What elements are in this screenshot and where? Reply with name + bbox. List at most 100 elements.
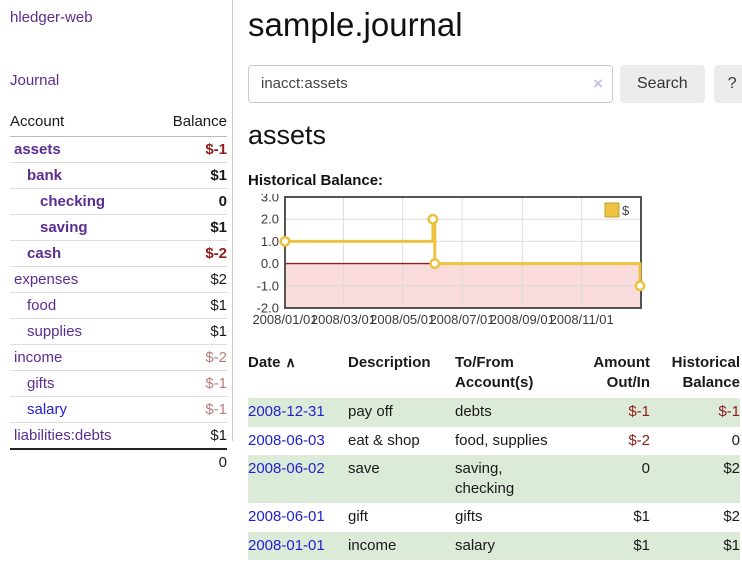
account-link-supplies[interactable]: supplies: [27, 323, 83, 340]
account-link-gifts[interactable]: gifts: [27, 375, 55, 392]
account-link-food[interactable]: food: [27, 297, 57, 314]
account-link-liabilities-debts[interactable]: liabilities:debts: [14, 427, 112, 444]
register-table: Date ∧ Description To/From Account(s) Amo…: [248, 351, 740, 560]
svg-text:2008/11/01: 2008/11/01: [550, 312, 614, 327]
svg-text:-2.0: -2.0: [257, 300, 279, 315]
date-column-header: Date ∧: [248, 353, 296, 371]
search-button[interactable]: Search: [620, 64, 705, 103]
account-link-salary[interactable]: salary: [27, 401, 68, 418]
account-link-bank[interactable]: bank: [27, 167, 63, 184]
description-column-header: Description: [348, 353, 431, 371]
accounts-table-header: Account Balance: [10, 110, 227, 137]
register-row: 2008-12-31 pay off debts $-1 $-1: [248, 398, 740, 427]
main-content: sample.journal × Search ? assets Histori…: [233, 0, 742, 560]
amount-column-header: Amount Out/In: [593, 353, 650, 392]
accounts-table: Account Balance assets $-1 bank $1 check…: [10, 110, 227, 475]
account-balance: $-2: [151, 344, 227, 371]
transaction-description: income: [348, 531, 455, 560]
sidebar-item-journal[interactable]: Journal: [10, 72, 60, 89]
data-point-markers: [279, 213, 646, 292]
sort-asc-icon: ∧: [285, 353, 296, 370]
register-row: 2008-06-03 eat & shop food, supplies $-2…: [248, 427, 740, 455]
transaction-date-link[interactable]: 2008-06-01: [248, 508, 325, 526]
y-axis-labels: 3.0 2.0 1.0 0.0 -1.0 -2.0: [257, 194, 279, 316]
data-point-marker: [279, 235, 291, 247]
transaction-description: gift: [348, 508, 369, 526]
x-axis-labels: 2008/01/01 2008/03/01 2008/05/01 2008/07…: [252, 312, 613, 327]
account-row: gifts $-1: [10, 370, 227, 397]
account-row: checking 0: [10, 188, 227, 215]
transaction-date-link[interactable]: 2008-01-01: [248, 536, 325, 554]
balance-chart: $ 3.0 2.0 1.0 0.0 -1.0 -2.0 2008/01/01 2…: [248, 194, 742, 334]
chart-title: Historical Balance:: [248, 171, 384, 189]
account-balance: 0: [151, 188, 227, 215]
account-row: expenses $2: [10, 266, 227, 293]
negative-region: [286, 263, 640, 307]
register-row: 2008-01-01 income salary $1 $1: [248, 531, 740, 560]
transaction-date-link[interactable]: 2008-06-03: [248, 431, 325, 449]
transaction-description: eat & shop: [348, 431, 420, 449]
accounts-total-value: 0: [151, 448, 227, 475]
svg-text:2008/01/01: 2008/01/01: [252, 312, 317, 327]
transaction-amount: $-2: [628, 431, 650, 449]
transaction-accounts: debts: [455, 398, 578, 427]
svg-text:2008/03/01: 2008/03/01: [311, 312, 376, 327]
account-link-expenses[interactable]: expenses: [14, 271, 79, 288]
transaction-accounts: food, supplies: [455, 431, 548, 449]
svg-text:3.0: 3.0: [261, 194, 279, 205]
account-balance: $1: [151, 214, 227, 241]
legend-swatch: [604, 202, 620, 218]
account-balance: $-1: [151, 370, 227, 397]
account-row: saving $1: [10, 214, 227, 241]
account-balance: $-1: [151, 136, 227, 163]
transaction-amount: $1: [578, 531, 650, 560]
account-link-assets[interactable]: assets: [14, 141, 61, 158]
sidebar: hledger-web Journal Account Balance asse…: [0, 0, 232, 475]
accounts-total-row: 0: [10, 448, 227, 475]
register-row: 2008-06-02 save saving, checking 0 $2: [248, 454, 740, 504]
register-header-row: Date ∧ Description To/From Account(s) Amo…: [248, 351, 740, 399]
data-point-marker: [634, 280, 646, 292]
svg-text:-1.0: -1.0: [257, 278, 279, 293]
transaction-accounts: saving, checking: [455, 454, 578, 504]
svg-text:0.0: 0.0: [261, 256, 279, 271]
svg-text:2008/07/01: 2008/07/01: [429, 312, 494, 327]
help-button[interactable]: ?: [713, 64, 742, 103]
svg-text:2.0: 2.0: [261, 212, 279, 227]
account-row: income $-2: [10, 344, 227, 371]
search-form: × Search ?: [248, 64, 742, 103]
transaction-description: pay off: [348, 398, 455, 427]
register-row: 2008-06-01 gift gifts $1 $2: [248, 503, 740, 531]
account-row: supplies $1: [10, 318, 227, 345]
account-balance: $1: [151, 422, 227, 450]
account-row: liabilities:debts $1: [10, 422, 227, 450]
clear-search-icon[interactable]: ×: [593, 73, 603, 93]
transaction-balance: $2: [650, 454, 740, 504]
transaction-date-link[interactable]: 2008-12-31: [248, 403, 325, 421]
transaction-balance: $2: [723, 508, 740, 526]
account-link-income[interactable]: income: [14, 349, 63, 366]
transaction-accounts: gifts: [455, 508, 483, 526]
account-balance: $-1: [151, 396, 227, 423]
data-point-marker: [429, 258, 441, 269]
transaction-date-link[interactable]: 2008-06-02: [248, 459, 325, 477]
transaction-amount: $1: [633, 508, 650, 526]
transaction-accounts: salary: [455, 531, 578, 560]
legend-label: $: [622, 203, 630, 218]
account-row: food $1: [10, 292, 227, 319]
sidebar-divider: [232, 0, 233, 441]
app-brand-link[interactable]: hledger-web: [10, 9, 93, 26]
account-link-saving[interactable]: saving: [40, 219, 88, 236]
data-point-marker: [427, 213, 439, 225]
account-row: bank $1: [10, 162, 227, 189]
account-link-checking[interactable]: checking: [40, 193, 106, 210]
accounts-column-header: To/From Account(s): [455, 353, 534, 392]
svg-text:2008/05/01: 2008/05/01: [370, 312, 435, 327]
account-link-cash[interactable]: cash: [27, 245, 62, 262]
search-input[interactable]: [248, 64, 613, 103]
plot-border: [284, 195, 642, 309]
page-title: sample.journal: [248, 6, 463, 43]
transaction-balance: $1: [650, 531, 740, 560]
account-balance: $-2: [151, 240, 227, 267]
svg-text:1.0: 1.0: [261, 234, 279, 249]
